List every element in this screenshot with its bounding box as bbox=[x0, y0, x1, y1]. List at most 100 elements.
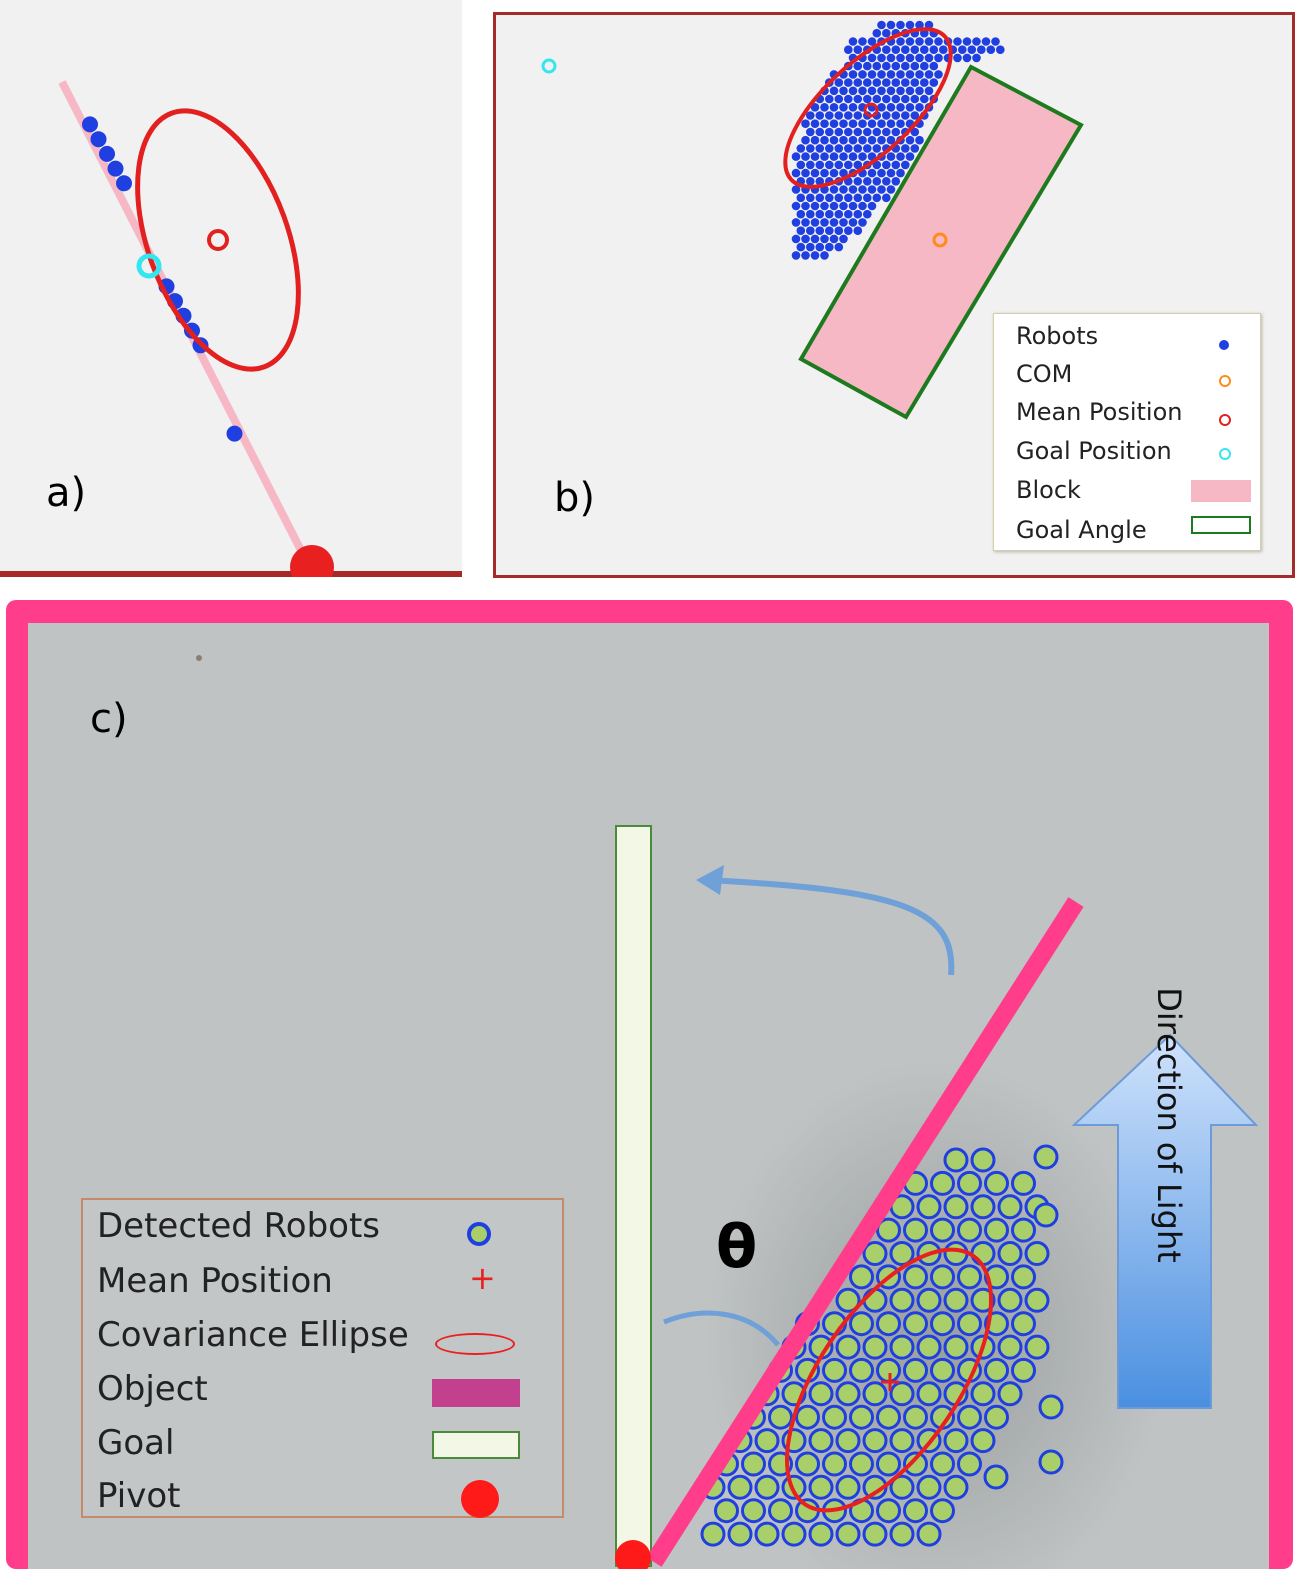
robot-dot bbox=[934, 70, 943, 79]
robot-dot bbox=[910, 127, 920, 137]
robot-dot bbox=[858, 119, 867, 128]
robot-dot bbox=[820, 201, 829, 211]
robot-dot bbox=[891, 45, 901, 54]
goal-angle-swatch-icon bbox=[1191, 516, 1251, 534]
robot-dot bbox=[844, 111, 853, 120]
robot-dot bbox=[810, 103, 820, 112]
pivot-marker bbox=[290, 545, 334, 580]
detected-robot bbox=[957, 1170, 982, 1196]
robot-dot bbox=[848, 135, 858, 145]
detected-robot bbox=[970, 1147, 996, 1173]
robot-dot bbox=[806, 160, 815, 170]
robot-dot bbox=[810, 234, 820, 244]
detected-robot bbox=[795, 1404, 820, 1430]
detected-robot bbox=[984, 1404, 1009, 1430]
robot-dot bbox=[924, 70, 934, 79]
detected-robot bbox=[768, 1498, 793, 1524]
robot-dot bbox=[839, 152, 848, 161]
robot-dot bbox=[872, 94, 882, 104]
detected-robot bbox=[930, 1170, 955, 1196]
detected-robot bbox=[970, 1428, 996, 1454]
goal-swatch-icon bbox=[432, 1431, 520, 1459]
robot-dot bbox=[853, 111, 863, 120]
robot-dot bbox=[929, 61, 939, 71]
legend-label: Object bbox=[97, 1369, 208, 1409]
robot-dot bbox=[882, 61, 891, 71]
detected-robot bbox=[930, 1498, 955, 1524]
detected-robot bbox=[849, 1404, 874, 1430]
floor-line bbox=[0, 571, 462, 577]
robot-dot bbox=[924, 37, 934, 46]
robot-dot bbox=[853, 177, 863, 186]
robot-dot bbox=[844, 127, 853, 137]
robot-dot bbox=[796, 209, 806, 219]
robot-dot bbox=[815, 177, 825, 186]
robot-dot bbox=[863, 61, 872, 71]
robot-dot bbox=[844, 209, 853, 219]
robot-dot bbox=[886, 152, 896, 161]
robot-dot bbox=[810, 201, 820, 211]
robot-dot bbox=[920, 61, 929, 71]
robot-dot bbox=[825, 242, 834, 252]
detected-robot bbox=[1024, 1334, 1050, 1360]
robot-dot bbox=[791, 152, 801, 161]
detected-robot bbox=[862, 1334, 888, 1360]
legend-label: Covariance Ellipse bbox=[97, 1315, 409, 1355]
robot-dot bbox=[901, 94, 910, 104]
detected-robot bbox=[889, 1381, 915, 1407]
robot-dot bbox=[915, 20, 924, 30]
robot-dot bbox=[815, 193, 825, 203]
bottom-mask bbox=[0, 577, 462, 580]
robot-dot bbox=[844, 78, 853, 87]
robot-dot bbox=[915, 53, 924, 63]
robot-dot bbox=[896, 70, 905, 79]
robot-dot bbox=[829, 168, 839, 178]
robot-dot bbox=[872, 78, 882, 87]
robot-dot bbox=[972, 37, 981, 46]
robot-dot bbox=[834, 127, 844, 137]
robot-dot bbox=[901, 78, 910, 87]
robot-dot bbox=[915, 103, 924, 112]
detected-robot bbox=[754, 1521, 780, 1547]
robot-dot bbox=[886, 103, 896, 112]
robot-dot bbox=[981, 37, 991, 46]
robot-dot bbox=[891, 94, 901, 104]
detected-robot bbox=[916, 1334, 942, 1360]
robot-dot bbox=[877, 119, 886, 128]
robot-dot bbox=[810, 152, 820, 161]
detected-robot bbox=[862, 1241, 888, 1266]
detected-robot bbox=[808, 1428, 834, 1454]
robot-dot bbox=[848, 103, 858, 112]
detected-robot bbox=[754, 1428, 780, 1454]
robot-dot bbox=[801, 168, 810, 178]
covariance-ellipse bbox=[135, 108, 301, 372]
covariance-ellipse bbox=[783, 27, 953, 189]
robot-dot bbox=[853, 226, 863, 235]
robot-dot bbox=[820, 135, 829, 145]
detected-robot bbox=[741, 1498, 766, 1524]
robot-dot bbox=[848, 86, 858, 96]
robot-dot bbox=[839, 201, 848, 211]
robot-dot bbox=[853, 160, 863, 170]
robot-dot bbox=[867, 185, 877, 194]
mean-position-cross bbox=[881, 1373, 899, 1391]
robot-dot bbox=[848, 218, 858, 227]
rotation-arrow-head-icon bbox=[696, 865, 724, 895]
robot-dot-icon bbox=[1219, 340, 1229, 350]
robot-dot bbox=[858, 70, 867, 79]
robot-dot bbox=[825, 111, 834, 120]
robot-dot bbox=[820, 251, 829, 260]
robot-dot bbox=[934, 37, 943, 46]
robot-dot bbox=[844, 45, 853, 54]
robot-dot bbox=[953, 37, 962, 46]
ellipse-icon bbox=[435, 1333, 515, 1355]
robot-dot bbox=[891, 177, 901, 186]
robot-dot bbox=[810, 135, 820, 145]
detected-robot bbox=[970, 1287, 996, 1313]
robot-dot bbox=[877, 168, 886, 178]
robot-dot bbox=[853, 45, 863, 54]
robot-dot bbox=[839, 135, 848, 145]
robot-dot bbox=[820, 119, 829, 128]
detected-robot bbox=[876, 1451, 901, 1477]
detected-robot bbox=[849, 1311, 874, 1337]
